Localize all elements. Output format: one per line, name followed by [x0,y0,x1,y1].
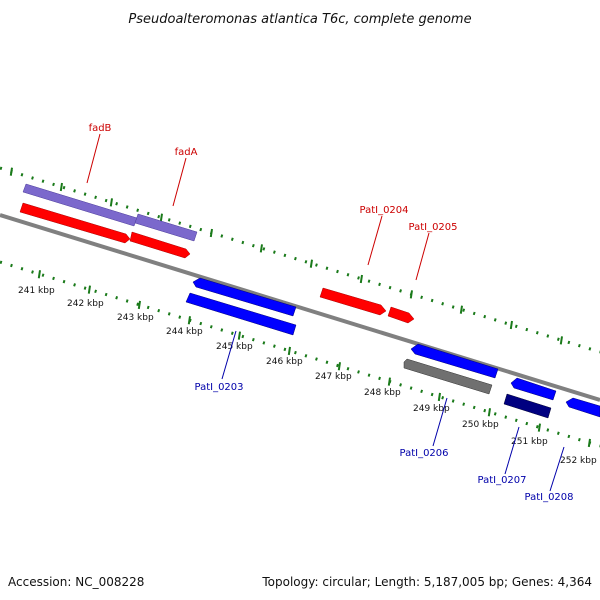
genome-backbone [0,213,600,402]
tick-label: 245 kbp [216,342,253,352]
PatI_0207-callout [504,426,520,475]
PatI_0203-callout [221,330,237,380]
PatI_0207-gene-arrow-upper[interactable] [510,377,557,401]
major-tick [109,198,113,207]
major-tick [409,290,413,299]
fadA-callout [172,157,187,207]
major-tick [587,438,591,448]
gene-label-PatI_0206[interactable]: PatI_0206 [399,448,448,459]
gene-label-PatI_0207[interactable]: PatI_0207 [477,475,526,486]
tick-labels: 241 kbp 242 kbp 243 kbp 244 kbp 245 kbp … [18,286,597,466]
tick-label: 249 kbp [413,404,450,414]
major-tick [387,377,391,386]
PatI_0208-gene-arrow[interactable] [565,397,600,418]
major-tick [559,336,563,345]
fadB-gene-arrow[interactable] [19,202,131,244]
tick-label: 246 kbp [266,357,303,367]
major-tick [509,320,513,330]
fadA-feature-bar[interactable] [134,213,198,242]
PatI_0207-feature-navy[interactable] [503,393,552,419]
gene-label-PatI_0208[interactable]: PatI_0208 [524,492,573,503]
PatI_0205-gene-arrow[interactable] [387,306,415,324]
major-tick [87,285,91,294]
major-tick [487,408,491,417]
PatI_0204-callout [367,215,383,266]
major-tick [359,274,363,284]
lower-major-ticks [37,270,591,448]
upper-major-ticks [9,167,563,345]
PatI_0204-gene-arrow[interactable] [319,287,387,316]
tick-label: 247 kbp [315,372,352,382]
PatI_0208-callout [549,446,565,492]
upper-tick-track [0,166,600,354]
gene-label-PatI_0204[interactable]: PatI_0204 [359,205,408,216]
tick-label: 251 kbp [511,437,548,447]
tick-label: 241 kbp [18,286,55,296]
reverse-gene-arrow-1[interactable] [192,277,297,317]
fadB-callout [86,133,101,184]
PatI_0206-gene-arrow-upper[interactable] [410,343,499,379]
major-tick [237,331,241,340]
map-title: Pseudoalteromonas atlantica T6c, complet… [128,12,471,27]
genome-summary-text: Topology: circular; Length: 5,187,005 bp… [261,575,592,589]
major-tick [459,305,463,314]
major-tick [337,362,341,371]
PatI_0206-callout [432,397,448,447]
major-tick [309,259,313,268]
PatI_0206-feature-gray[interactable] [403,358,493,395]
features [19,183,600,419]
PatI_0205-callout [415,232,430,281]
major-tick [259,244,263,253]
tick-label: 252 kbp [560,456,597,466]
tick-label: 243 kbp [117,313,154,323]
major-tick [9,167,13,176]
gene-labels: fadB fadA PatI_0204 PatI_0205 PatI_0203 … [89,123,574,503]
fadB-feature-bar[interactable] [22,183,138,227]
gene-label-PatI_0203[interactable]: PatI_0203 [194,382,243,393]
tick-label: 248 kbp [364,388,401,398]
gene-callout-lines [86,133,565,492]
major-tick [287,346,291,356]
PatI_0203-gene-arrow[interactable] [185,292,297,336]
tick-label: 250 kbp [462,420,499,430]
major-tick [187,316,191,325]
gene-label-PatI_0205[interactable]: PatI_0205 [408,222,457,233]
major-tick [59,182,63,192]
gene-label-fadB[interactable]: fadB [89,123,112,134]
major-tick [37,270,41,279]
major-tick [437,392,441,402]
accession-text: Accession: NC_008228 [8,575,144,589]
major-tick [137,300,141,310]
major-tick [159,213,163,222]
tick-label: 242 kbp [67,299,104,309]
major-tick [537,423,541,432]
tick-label: 244 kbp [166,327,203,337]
major-tick [209,228,213,238]
fadA-gene-arrow[interactable] [129,231,191,259]
gene-label-fadA[interactable]: fadA [175,147,198,158]
